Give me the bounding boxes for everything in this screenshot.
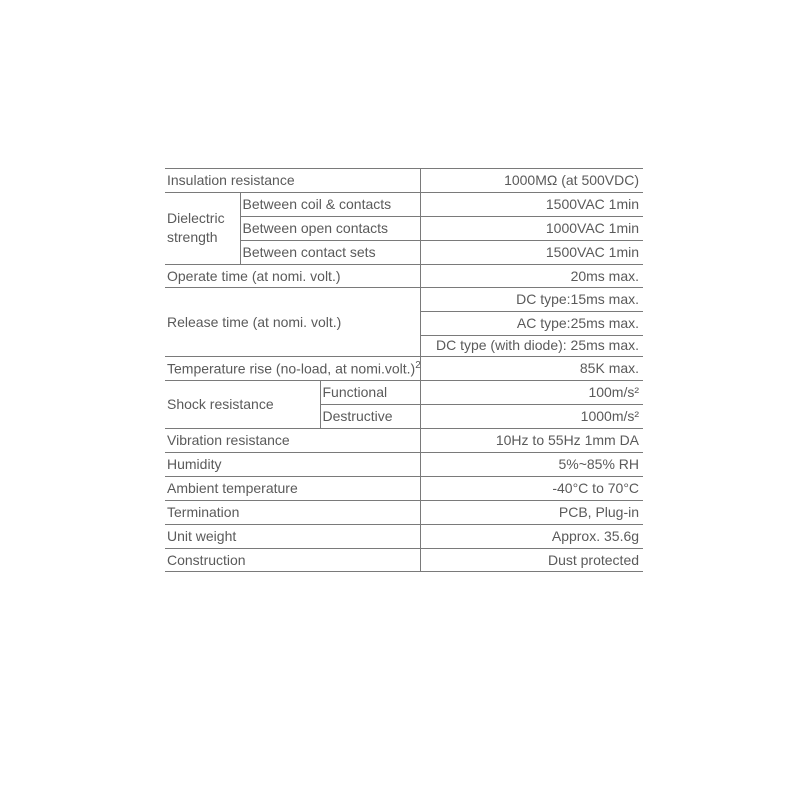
table-row: Ambient temperature -40°C to 70°C bbox=[165, 476, 643, 500]
table-row: Shock resistance Functional 100m/s² bbox=[165, 381, 643, 405]
cell-value: 100m/s² bbox=[420, 381, 643, 405]
cell-sublabel: Functional bbox=[320, 381, 420, 405]
cell-value: 1000MΩ (at 500VDC) bbox=[420, 169, 643, 193]
table-row: Construction Dust protected bbox=[165, 548, 643, 572]
cell-value: -40°C to 70°C bbox=[420, 476, 643, 500]
cell-label: Shock resistance bbox=[165, 381, 320, 429]
cell-label: Vibration resistance bbox=[165, 429, 420, 453]
cell-sublabel: Between coil & contacts bbox=[240, 192, 420, 216]
spec-table: Insulation resistance 1000MΩ (at 500VDC)… bbox=[165, 168, 643, 572]
table-row: Vibration resistance 10Hz to 55Hz 1mm DA bbox=[165, 429, 643, 453]
table-row: Dielectric strength Between coil & conta… bbox=[165, 192, 643, 216]
table-row: Release time (at nomi. volt.) DC type:15… bbox=[165, 288, 643, 312]
cell-label: Unit weight bbox=[165, 524, 420, 548]
cell-value: 5%~85% RH bbox=[420, 452, 643, 476]
cell-label: Termination bbox=[165, 500, 420, 524]
cell-value: AC type:25ms max. bbox=[420, 312, 643, 336]
table-row: Unit weight Approx. 35.6g bbox=[165, 524, 643, 548]
table-row: Insulation resistance 1000MΩ (at 500VDC) bbox=[165, 169, 643, 193]
cell-value: Approx. 35.6g bbox=[420, 524, 643, 548]
cell-label: Insulation resistance bbox=[165, 169, 420, 193]
cell-label: Humidity bbox=[165, 452, 420, 476]
table-row: Operate time (at nomi. volt.) 20ms max. bbox=[165, 264, 643, 288]
cell-value: 1500VAC 1min bbox=[420, 240, 643, 264]
cell-sublabel: Between contact sets bbox=[240, 240, 420, 264]
cell-label: Ambient temperature bbox=[165, 476, 420, 500]
cell-sublabel: Between open contacts bbox=[240, 216, 420, 240]
cell-value: 1000m/s² bbox=[420, 405, 643, 429]
table-row: Termination PCB, Plug-in bbox=[165, 500, 643, 524]
cell-label: Construction bbox=[165, 548, 420, 572]
cell-label: Temperature rise (no-load, at nomi.volt.… bbox=[165, 356, 420, 381]
spec-table-wrap: Insulation resistance 1000MΩ (at 500VDC)… bbox=[165, 168, 643, 572]
cell-label: Dielectric strength bbox=[165, 192, 240, 264]
cell-value: 85K max. bbox=[420, 356, 643, 381]
cell-label: Operate time (at nomi. volt.) bbox=[165, 264, 420, 288]
cell-value: 20ms max. bbox=[420, 264, 643, 288]
cell-sublabel: Destructive bbox=[320, 405, 420, 429]
table-row: Temperature rise (no-load, at nomi.volt.… bbox=[165, 356, 643, 381]
temprise-label-text: Temperature rise (no-load, at nomi.volt.… bbox=[167, 360, 415, 376]
cell-value: Dust protected bbox=[420, 548, 643, 572]
cell-value: DC type (with diode): 25ms max. bbox=[420, 336, 643, 357]
temprise-sup: 2) bbox=[415, 360, 420, 371]
table-row: Humidity 5%~85% RH bbox=[165, 452, 643, 476]
cell-value: 10Hz to 55Hz 1mm DA bbox=[420, 429, 643, 453]
cell-value: 1500VAC 1min bbox=[420, 192, 643, 216]
cell-value: PCB, Plug-in bbox=[420, 500, 643, 524]
cell-label: Release time (at nomi. volt.) bbox=[165, 288, 420, 356]
cell-value: 1000VAC 1min bbox=[420, 216, 643, 240]
cell-value: DC type:15ms max. bbox=[420, 288, 643, 312]
